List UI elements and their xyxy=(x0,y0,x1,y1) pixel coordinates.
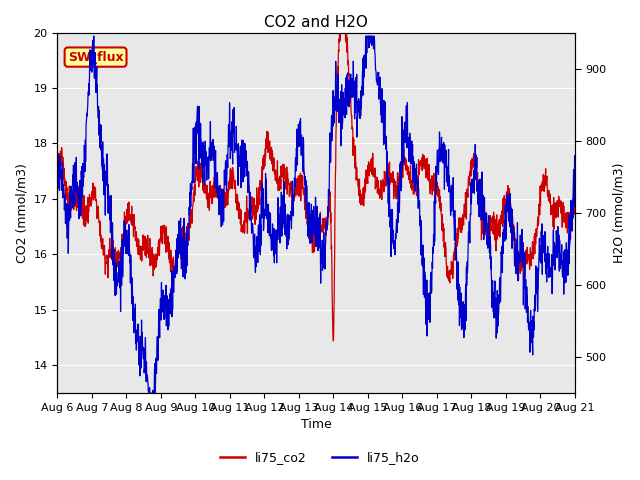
Title: CO2 and H2O: CO2 and H2O xyxy=(264,15,368,30)
Legend: li75_co2, li75_h2o: li75_co2, li75_h2o xyxy=(215,446,425,469)
Y-axis label: H2O (mmol/m3): H2O (mmol/m3) xyxy=(612,163,625,263)
Text: SW_flux: SW_flux xyxy=(68,50,124,63)
X-axis label: Time: Time xyxy=(301,419,332,432)
Y-axis label: CO2 (mmol/m3): CO2 (mmol/m3) xyxy=(15,163,28,263)
